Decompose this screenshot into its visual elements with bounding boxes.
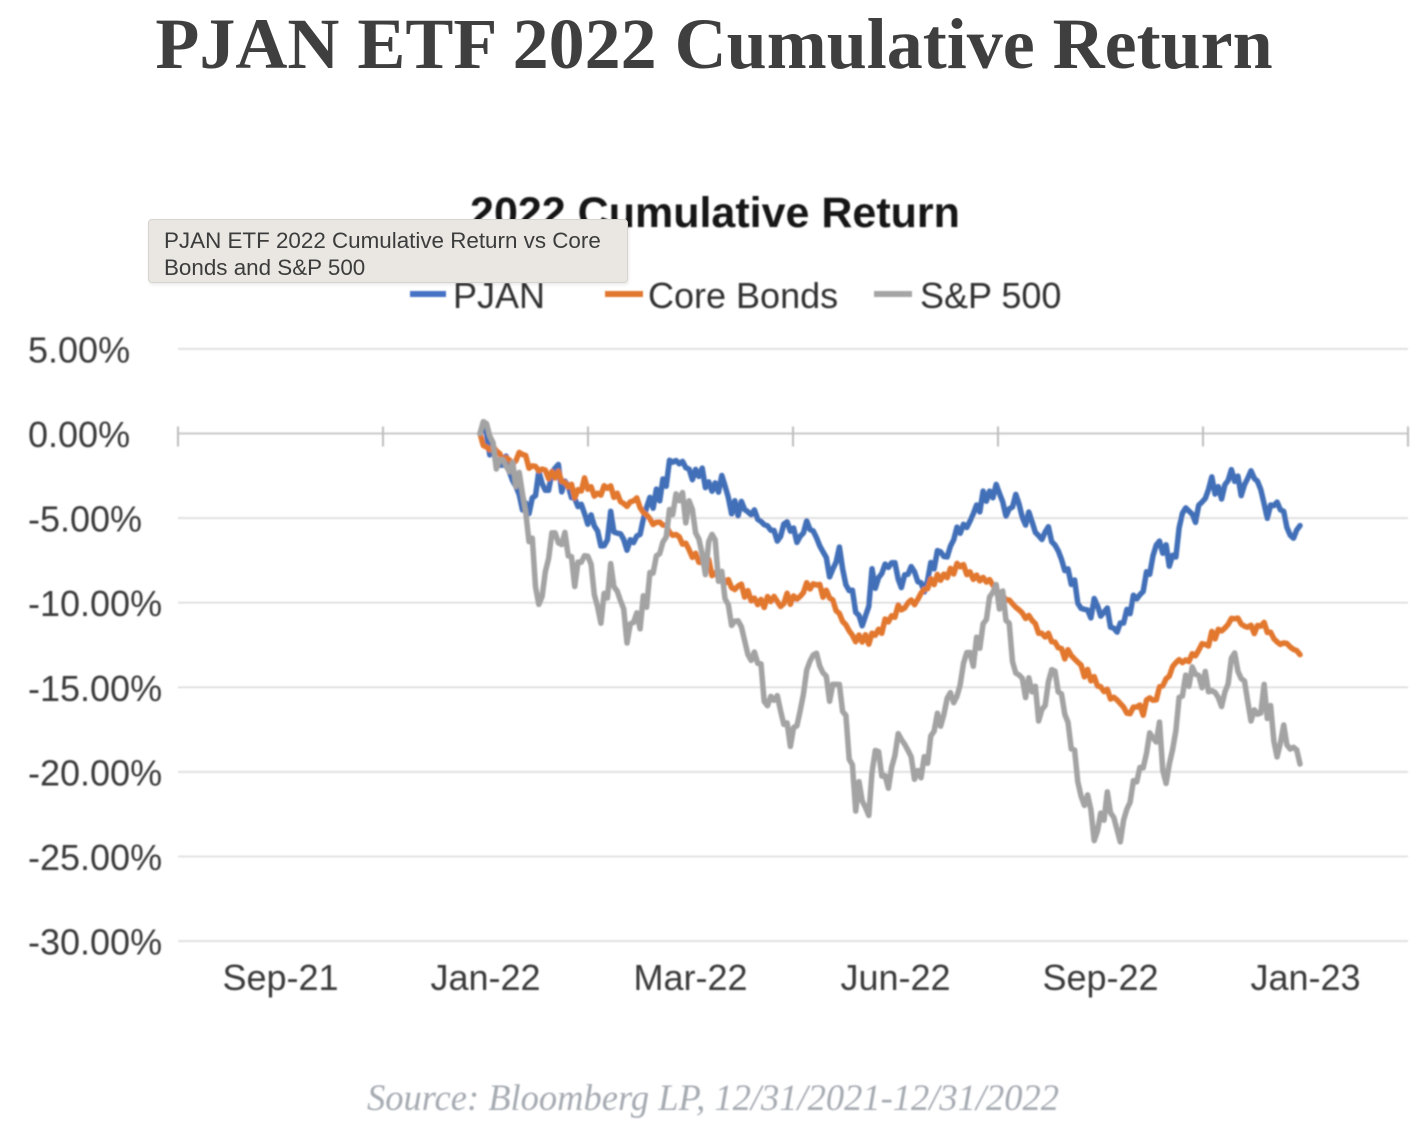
svg-text:Jun-22: Jun-22: [840, 957, 950, 998]
svg-text:Sep-22: Sep-22: [1042, 957, 1158, 998]
svg-text:Jan-23: Jan-23: [1250, 957, 1360, 998]
svg-text:Sep-21: Sep-21: [222, 957, 338, 998]
svg-text:5.00%: 5.00%: [28, 329, 130, 370]
svg-text:-20.00%: -20.00%: [28, 752, 162, 793]
svg-text:Source: Bloomberg LP, 12/31/20: Source: Bloomberg LP, 12/31/2021-12/31/2…: [367, 1077, 1059, 1118]
svg-text:-25.00%: -25.00%: [28, 837, 162, 878]
svg-text:-15.00%: -15.00%: [28, 668, 162, 709]
svg-text:-30.00%: -30.00%: [28, 922, 162, 963]
svg-text:S&P 500: S&P 500: [920, 275, 1061, 316]
svg-text:Mar-22: Mar-22: [633, 957, 747, 998]
svg-text:Core Bonds: Core Bonds: [648, 275, 838, 316]
svg-text:Jan-22: Jan-22: [430, 957, 540, 998]
svg-text:0.00%: 0.00%: [28, 414, 130, 455]
svg-text:-5.00%: -5.00%: [28, 499, 142, 540]
svg-text:-10.00%: -10.00%: [28, 583, 162, 624]
